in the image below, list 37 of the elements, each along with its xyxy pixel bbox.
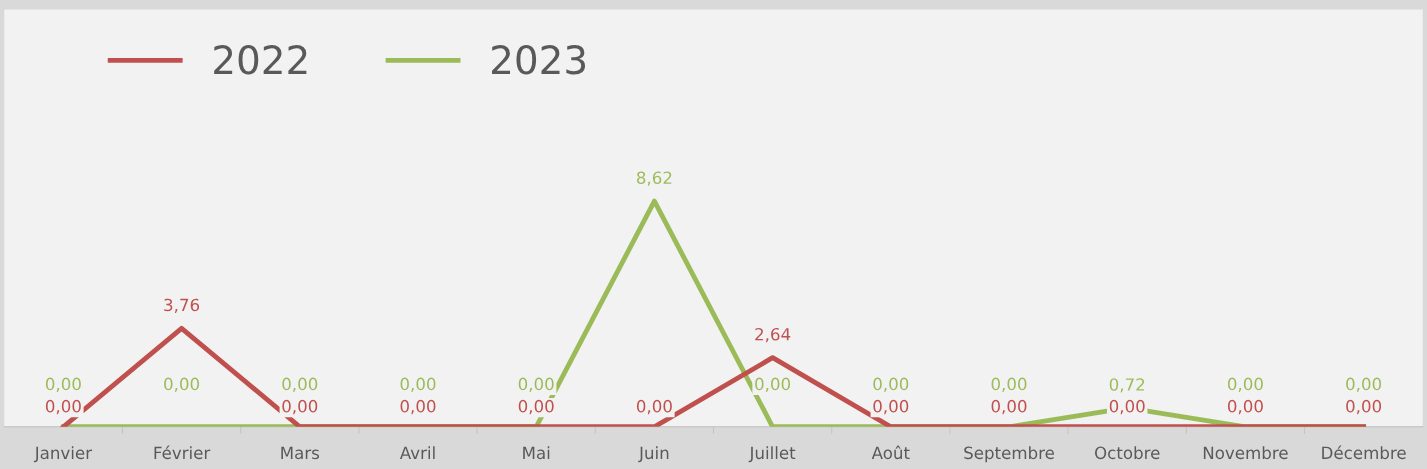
data-label: 0,00 <box>518 377 554 392</box>
x-tick-label: Décembre <box>1322 445 1406 460</box>
legend-label: 2022 <box>214 45 307 75</box>
data-label: 0,72 <box>1109 378 1145 393</box>
x-tick-label: Juin <box>638 446 669 463</box>
data-label: 0,00 <box>636 399 672 415</box>
data-label: 0,00 <box>991 399 1027 415</box>
data-label: 0,00 <box>45 377 81 392</box>
data-label: 0,00 <box>518 399 554 415</box>
data-label: 0,00 <box>991 377 1027 392</box>
data-label: 0,00 <box>873 399 909 415</box>
x-tick-label: Septembre <box>964 446 1054 463</box>
data-label: 3,76 <box>164 298 200 313</box>
x-tick-label: Novembre <box>1203 446 1288 460</box>
x-tick-label: Avril <box>399 446 435 459</box>
x-tick-label: Octobre <box>1094 446 1160 460</box>
data-label: 0,00 <box>1227 377 1263 392</box>
x-tick-label: Juillet <box>748 446 796 463</box>
data-label: 2,64 <box>755 327 791 343</box>
data-label: 0,00 <box>1346 399 1382 415</box>
data-label: 0,00 <box>45 399 81 415</box>
data-label: 0,00 <box>400 399 436 415</box>
x-tick-label: Février <box>154 445 211 460</box>
data-label: 0,00 <box>282 377 318 392</box>
x-tick-label: Janvier <box>33 446 93 463</box>
data-label: 0,00 <box>164 377 200 392</box>
data-label: 0,00 <box>873 377 909 392</box>
data-label: 0,00 <box>755 377 791 392</box>
data-label: 0,00 <box>400 377 436 392</box>
data-label: 0,00 <box>1227 399 1263 415</box>
data-label: 0,00 <box>282 399 318 415</box>
x-tick-label: Mai <box>523 446 550 460</box>
x-tick-label: Août <box>871 445 910 460</box>
data-label: 0,00 <box>1346 377 1382 392</box>
x-tick-label: Mars <box>281 446 320 460</box>
legend-label: 2023 <box>492 45 586 75</box>
data-label: 8,62 <box>636 171 672 186</box>
